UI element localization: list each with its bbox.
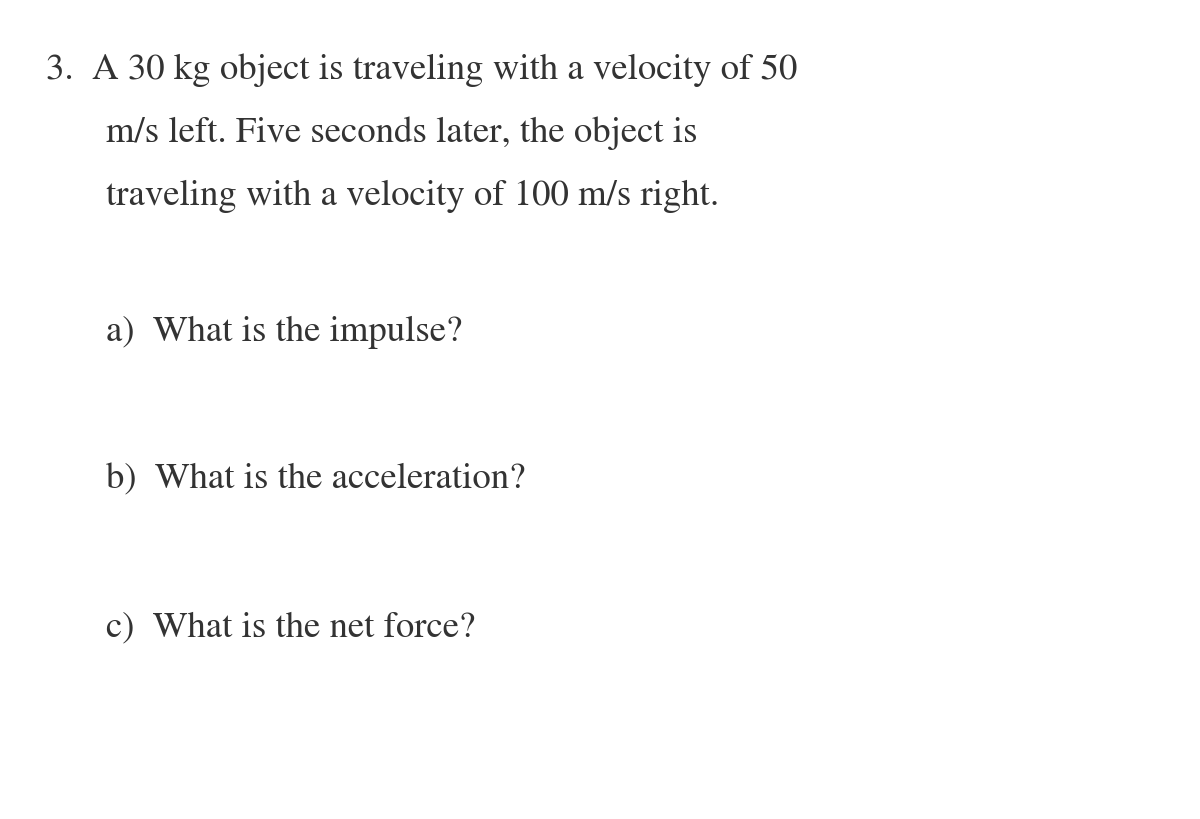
- Text: c)  What is the net force?: c) What is the net force?: [106, 610, 475, 643]
- Text: a)  What is the impulse?: a) What is the impulse?: [106, 315, 462, 348]
- Text: 3.  A 30 kg object is traveling with a velocity of 50: 3. A 30 kg object is traveling with a ve…: [46, 53, 797, 87]
- Text: m/s left. Five seconds later, the object is: m/s left. Five seconds later, the object…: [106, 116, 697, 150]
- Text: b)  What is the acceleration?: b) What is the acceleration?: [106, 463, 524, 495]
- Text: traveling with a velocity of 100 m/s right.: traveling with a velocity of 100 m/s rig…: [106, 179, 719, 212]
